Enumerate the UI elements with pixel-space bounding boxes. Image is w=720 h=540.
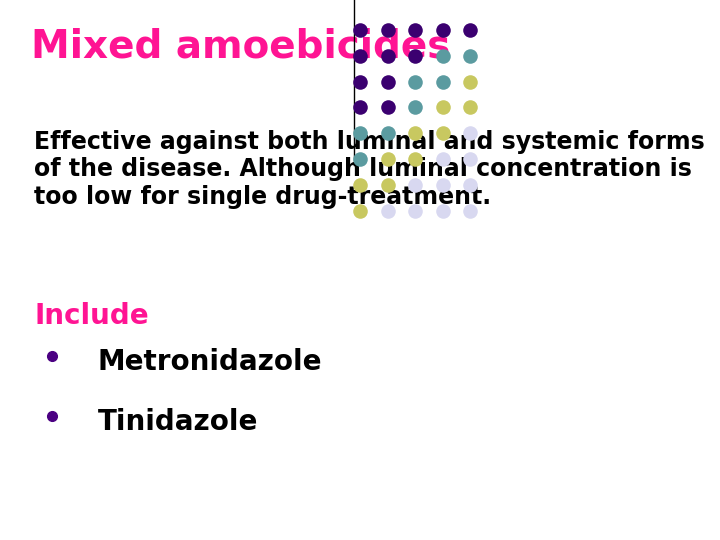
Point (410, 155, 421, 164)
Point (382, 77, 394, 86)
Point (382, 155, 394, 164)
Point (410, 129, 421, 138)
Point (437, 129, 449, 138)
Point (382, 181, 394, 190)
Point (354, 181, 366, 190)
Point (464, 155, 476, 164)
Point (437, 77, 449, 86)
Text: Mixed amoebicides: Mixed amoebicides (31, 27, 451, 65)
Point (354, 207, 366, 215)
Point (437, 207, 449, 215)
Point (464, 51, 476, 60)
Point (464, 207, 476, 215)
Point (382, 51, 394, 60)
Point (410, 51, 421, 60)
Text: Include: Include (35, 302, 149, 330)
Text: Metronidazole: Metronidazole (97, 348, 322, 376)
Point (354, 51, 366, 60)
Point (464, 103, 476, 112)
Text: Tinidazole: Tinidazole (97, 408, 258, 436)
Point (410, 207, 421, 215)
Point (437, 51, 449, 60)
Point (354, 129, 366, 138)
Point (437, 103, 449, 112)
Point (354, 77, 366, 86)
Point (410, 77, 421, 86)
Point (410, 103, 421, 112)
Point (410, 181, 421, 190)
Point (354, 103, 366, 112)
Point (354, 155, 366, 164)
Point (382, 129, 394, 138)
Point (437, 181, 449, 190)
Point (382, 25, 394, 34)
Point (437, 155, 449, 164)
Point (382, 207, 394, 215)
Text: Effective against both luminal and systemic forms
of the disease. Although lumin: Effective against both luminal and syste… (35, 130, 705, 209)
Point (464, 77, 476, 86)
Point (410, 25, 421, 34)
Point (464, 129, 476, 138)
Point (464, 181, 476, 190)
Point (437, 25, 449, 34)
Point (354, 25, 366, 34)
Point (464, 25, 476, 34)
Point (382, 103, 394, 112)
